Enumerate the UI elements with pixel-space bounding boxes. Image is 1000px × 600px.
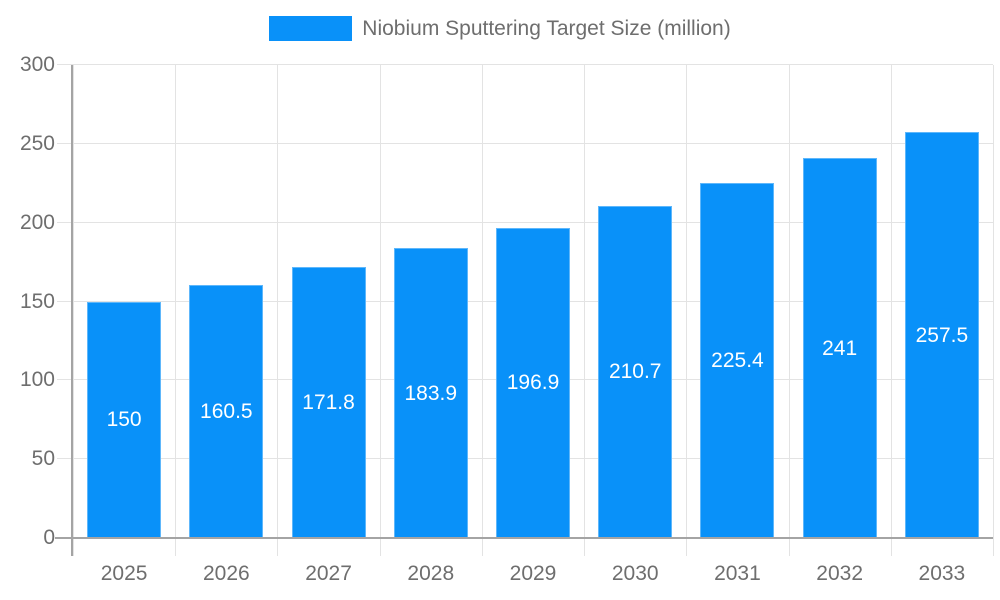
- x-gridline: [481, 65, 483, 556]
- x-tick-label: 2025: [100, 562, 148, 585]
- x-axis-line: [55, 537, 993, 539]
- bar-value-label: 171.8: [302, 391, 355, 415]
- bar[interactable]: 150: [87, 301, 162, 538]
- y-tick-label: 100: [19, 368, 55, 392]
- bar[interactable]: 183.9: [393, 248, 468, 538]
- bar-value-label: 183.9: [404, 381, 458, 405]
- y-tick-label: 0: [43, 526, 55, 549]
- x-tick-label: 2032: [816, 562, 864, 585]
- bar[interactable]: 171.8: [291, 267, 366, 538]
- legend-swatch-icon[interactable]: [269, 16, 353, 41]
- bar-value-label: 160.5: [200, 399, 253, 423]
- y-tick-label: 200: [19, 210, 55, 234]
- x-tick-label: 2026: [202, 562, 250, 585]
- y-tick-label: 300: [19, 53, 55, 76]
- bar[interactable]: 241: [802, 158, 877, 538]
- x-tick-label: 2027: [305, 562, 352, 585]
- x-gridline: [686, 65, 688, 556]
- y-tick-label: 150: [19, 289, 55, 313]
- bar-value-label: 225.4: [711, 348, 764, 372]
- bar-value-label: 210.7: [608, 360, 662, 384]
- x-gridline: [584, 65, 586, 556]
- y-axis-line: [71, 65, 73, 556]
- y-gridline: [57, 142, 993, 144]
- bar-value-label: 241: [822, 336, 858, 360]
- bar-value-label: 150: [106, 408, 142, 432]
- bar[interactable]: 196.9: [496, 227, 570, 538]
- bar-value-label: 257.5: [915, 323, 969, 347]
- plot-area: 0 50 100 150 200 250 300 150 2025 160.5 2026 171.8 2…: [20, 53, 994, 585]
- y-gridline: [57, 64, 993, 65]
- x-gridline: [890, 65, 892, 556]
- x-tick-label: 2029: [509, 562, 557, 585]
- y-tick-label: 250: [19, 131, 55, 155]
- x-gridline: [277, 65, 279, 556]
- x-gridline: [379, 65, 381, 556]
- x-tick-label: 2031: [714, 562, 761, 585]
- x-gridline: [788, 65, 790, 556]
- bar[interactable]: 257.5: [904, 132, 979, 538]
- legend-label: Niobium Sputtering Target Size (million): [362, 17, 731, 40]
- bar[interactable]: 225.4: [700, 182, 775, 538]
- bar[interactable]: 210.7: [598, 205, 673, 538]
- legend[interactable]: Niobium Sputtering Target Size (million): [0, 16, 1000, 41]
- x-tick-label: 2033: [918, 562, 966, 585]
- x-gridline: [993, 65, 994, 556]
- x-tick-label: 2028: [407, 562, 455, 585]
- x-gridline: [73, 65, 74, 556]
- y-gridline: [57, 221, 993, 223]
- bar[interactable]: 160.5: [189, 284, 264, 538]
- bar-value-label: 196.9: [506, 371, 560, 395]
- y-tick-label: 50: [31, 447, 55, 471]
- x-tick-label: 2030: [611, 562, 659, 585]
- x-gridline: [175, 65, 177, 556]
